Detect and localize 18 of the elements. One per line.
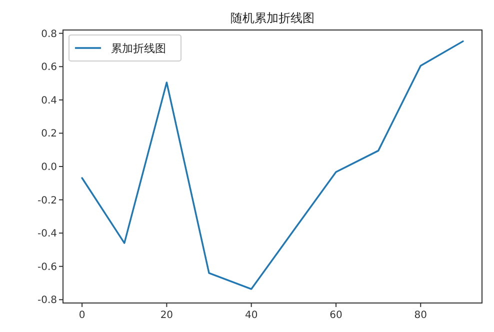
x-tick-label: 20 <box>160 310 174 321</box>
line-series <box>81 40 464 290</box>
x-tick-label: 60 <box>330 310 342 321</box>
x-tick-label: 0 <box>78 310 86 321</box>
y-tick-label: 0.0 <box>41 162 57 173</box>
legend-label: 累加折线图 <box>111 42 166 55</box>
y-tick-label: -0.4 <box>37 228 57 240</box>
y-tick-label: 0.4 <box>41 95 57 106</box>
y-tick-label: 0.8 <box>41 28 57 40</box>
y-tick-label: -0.6 <box>37 262 57 273</box>
legend: 累加折线图 <box>68 34 182 62</box>
chart-title: 随机累加折线图 <box>230 11 314 25</box>
x-tick-label: 40 <box>244 310 258 321</box>
y-tick-label: -0.2 <box>37 195 57 206</box>
y-tick-label: -0.8 <box>37 295 57 306</box>
y-tick-label: 0.2 <box>41 128 57 140</box>
x-tick-label: 80 <box>414 310 427 321</box>
y-tick-label: 0.6 <box>41 62 57 74</box>
